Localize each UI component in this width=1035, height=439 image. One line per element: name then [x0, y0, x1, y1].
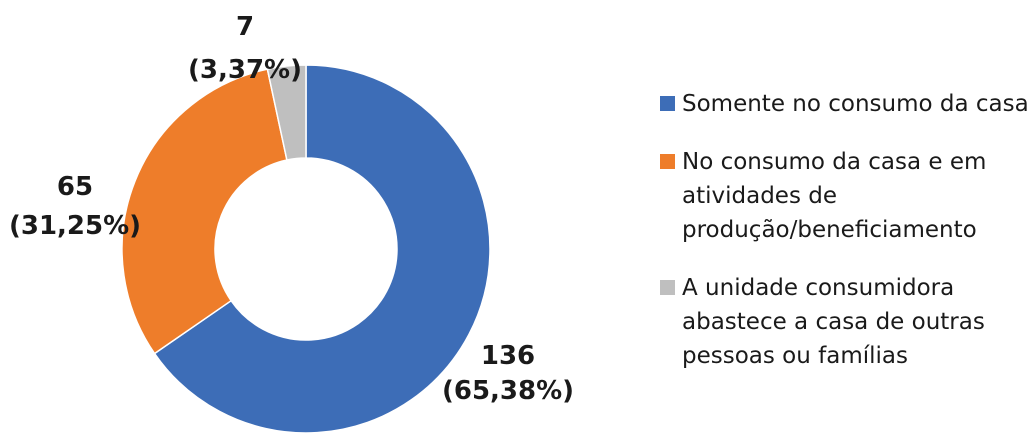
data-label-percent-2: (3,37%) — [188, 55, 302, 85]
legend-label-1-line-1: atividades de — [682, 183, 837, 209]
legend-swatch-2 — [660, 280, 675, 295]
slice-a-unidade-consumidora-abastece-a-casa-de — [266, 64, 307, 161]
data-labels: 136 (65,38%) 65 (31,25%) 7 (3,37%) — [9, 12, 574, 406]
legend-label-2-line-2: pessoas ou famílias — [682, 343, 908, 369]
slice-somente-no-consumo-da-casa — [153, 64, 491, 434]
data-label-percent-1: (31,25%) — [9, 211, 141, 241]
legend-label-2-line-0: A unidade consumidora — [682, 275, 954, 301]
data-label-percent-0: (65,38%) — [442, 376, 574, 406]
data-label-value-2: 7 — [236, 12, 254, 42]
legend-label-1-line-0: No consumo da casa e em — [682, 149, 986, 175]
legend-swatch-1 — [660, 154, 675, 169]
legend-label-1-line-2: produção/beneficiamento — [682, 217, 977, 243]
donut-slices — [121, 64, 491, 434]
slice-no-consumo-da-casa-e-em-atividades-de-pr — [121, 68, 288, 355]
legend-label-2-line-1: abastece a casa de outras — [682, 309, 985, 335]
data-label-value-1: 65 — [57, 172, 93, 202]
legend-label-0-line-0: Somente no consumo da casa — [682, 91, 1029, 117]
legend: Somente no consumo da casa No consumo da … — [660, 91, 1029, 369]
data-label-value-0: 136 — [481, 341, 535, 371]
legend-swatch-0 — [660, 96, 675, 111]
